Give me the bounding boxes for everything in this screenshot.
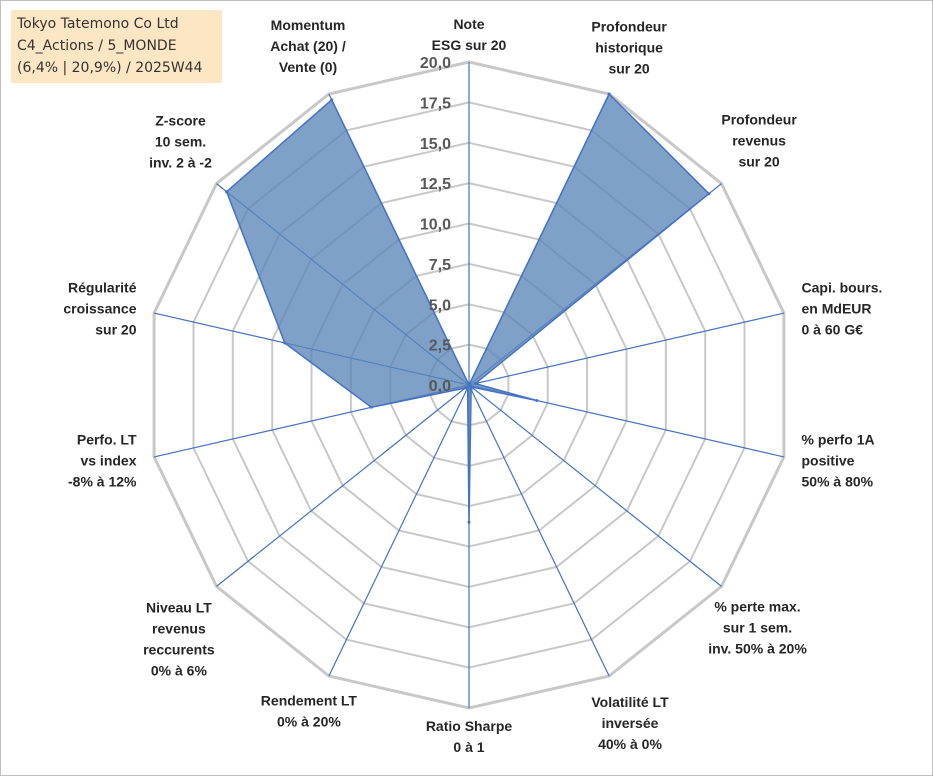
axis-label-line: Volatilité LT [591, 694, 669, 710]
tick-label: 17,5 [420, 95, 451, 112]
data-point [535, 399, 539, 402]
axis-label: Note ESG sur 20 [432, 16, 507, 53]
axis-label: Perfo. LT vs index -8% à 12% [68, 431, 137, 489]
axis-spoke [468, 384, 722, 587]
axis-label-line: reccurents [143, 642, 215, 658]
data-point [330, 98, 334, 102]
info-category: C4_Actions / 5_MONDE [17, 38, 177, 54]
data-point [369, 405, 373, 409]
axis-label-line: Momentum [271, 17, 346, 33]
axis-label-line: Z-score [155, 113, 206, 129]
axis-label-line: Achat (20) / [270, 38, 346, 54]
axis-label: Z-score 10 sem. inv. 2 à -2 [149, 113, 212, 171]
radar-series [225, 92, 711, 524]
axis-label-line: sur 20 [95, 322, 136, 338]
data-point [466, 386, 470, 390]
axis-spoke [328, 384, 470, 677]
info-stats: (6,4% | 20,9%) / 2025W44 [17, 60, 203, 76]
data-point [283, 341, 287, 345]
tick-label: 12,5 [420, 176, 451, 193]
axis-label: Capi. bours. en MdEUR 0 à 60 G€ [802, 280, 883, 338]
info-company: Tokyo Tatemono Co Ltd [17, 16, 179, 32]
data-point [463, 386, 467, 390]
info-box: Tokyo Tatemono Co Ltd C4_Actions / 5_MON… [11, 10, 222, 83]
axis-label: Momentum Achat (20) / Vente (0) [270, 17, 346, 75]
data-point [607, 92, 611, 96]
axis-label-line: % perte max. [714, 598, 800, 614]
tick-label: 15,0 [420, 136, 451, 153]
axis-label-line: croissance [63, 301, 136, 317]
radar-tick-labels: 0,0 2,5 5,0 7,5 10,0 12,5 15,0 17,5 20,0 [420, 55, 451, 395]
axis-label: Ratio Sharpe 0 à 1 [426, 718, 513, 755]
axis-label-line: inv. 2 à -2 [149, 155, 212, 171]
axis-label-line: Capi. bours. [802, 280, 883, 296]
axis-label-line: revenus [152, 621, 206, 637]
axis-label-line: 0% à 6% [151, 663, 208, 679]
axis-label-line: 0 à 60 G€ [802, 322, 864, 338]
axis-label-line: vs index [80, 452, 136, 468]
axis-label-line: en MdEUR [802, 301, 872, 317]
axis-label-line: 0% à 20% [277, 713, 341, 729]
axis-label: Niveau LT revenus reccurents 0% à 6% [143, 600, 215, 679]
axis-label-line: Ratio Sharpe [426, 718, 513, 734]
tick-label: 2,5 [429, 338, 451, 355]
axis-label-line: Profondeur [591, 19, 667, 35]
axis-label-line: sur 20 [608, 61, 649, 77]
data-point [467, 383, 471, 387]
series-area [225, 93, 710, 524]
axis-label-line: positive [802, 452, 855, 468]
radar-axis-labels: Note ESG sur 20 Profondeur historique sur 20… [63, 16, 882, 755]
axis-label-line: ESG sur 20 [432, 37, 507, 53]
axis-label-line: % perfo 1A [802, 431, 875, 447]
axis-label-line: historique [595, 40, 663, 56]
axis-label-line: Régularité [68, 280, 137, 296]
tick-label: 10,0 [420, 217, 451, 234]
axis-label-line: Note [453, 16, 484, 32]
axis-label: Profondeur revenus sur 20 [721, 111, 797, 169]
axis-label-line: Vente (0) [279, 59, 337, 75]
data-point [469, 387, 473, 391]
axis-spoke [216, 384, 470, 587]
axis-spoke [468, 384, 610, 677]
axis-label-line: sur 1 sem. [723, 619, 792, 635]
axis-label: Volatilité LT inversée 40% à 0% [591, 694, 669, 752]
axis-label-line: 50% à 80% [802, 473, 874, 489]
axis-label-line: sur 20 [738, 153, 779, 169]
axis-label-line: 0 à 1 [453, 739, 484, 755]
axis-label-line: Niveau LT [146, 600, 212, 616]
data-point [707, 192, 711, 196]
tick-label: 5,0 [429, 297, 451, 314]
data-point [225, 190, 229, 194]
axis-label: % perfo 1A positive 50% à 80% [802, 431, 875, 489]
axis-label: Rendement LT 0% à 20% [261, 692, 358, 729]
axis-label-line: revenus [732, 132, 786, 148]
tick-label: 20,0 [420, 55, 451, 72]
axis-label-line: inv. 50% à 20% [708, 640, 807, 656]
tick-label: 0,0 [429, 378, 451, 395]
axis-label-line: 10 sem. [155, 134, 206, 150]
tick-label: 7,5 [429, 257, 451, 274]
data-point [470, 385, 473, 389]
data-point [467, 520, 471, 524]
data-point [473, 382, 477, 386]
axis-spoke [468, 312, 785, 386]
axis-label: Régularité croissance sur 20 [63, 280, 136, 338]
axis-label-line: Rendement LT [261, 692, 358, 708]
axis-label-line: Perfo. LT [77, 431, 137, 447]
axis-label-line: Profondeur [721, 111, 797, 127]
axis-label-line: -8% à 12% [68, 473, 137, 489]
axis-label-line: 40% à 0% [598, 736, 662, 752]
axis-label: % perte max. sur 1 sem. inv. 50% à 20% [708, 598, 807, 656]
axis-label: Profondeur historique sur 20 [591, 19, 667, 77]
axis-label-line: inversée [602, 715, 659, 731]
